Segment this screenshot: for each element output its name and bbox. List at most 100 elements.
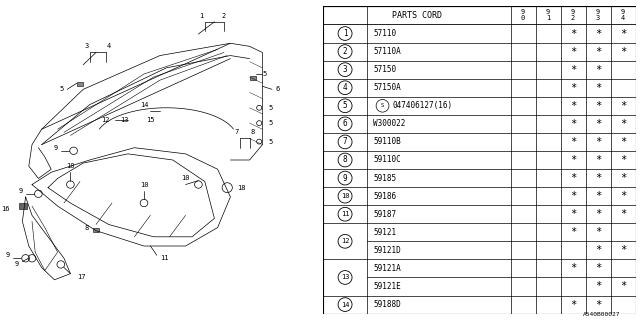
- Text: 5: 5: [269, 120, 273, 126]
- Text: 59121E: 59121E: [373, 282, 401, 291]
- Bar: [77, 82, 83, 86]
- Text: *: *: [595, 282, 601, 292]
- Text: *: *: [595, 47, 601, 57]
- Text: 5: 5: [262, 71, 267, 77]
- Text: *: *: [570, 119, 576, 129]
- Text: 7: 7: [343, 137, 348, 147]
- Bar: [19, 203, 27, 209]
- Text: *: *: [595, 173, 601, 183]
- Text: 13: 13: [120, 117, 129, 123]
- Text: *: *: [620, 28, 626, 38]
- Text: 4: 4: [343, 83, 348, 92]
- Text: *: *: [570, 28, 576, 38]
- Text: 4: 4: [107, 43, 111, 49]
- Text: 9
1: 9 1: [546, 9, 550, 21]
- Text: *: *: [595, 300, 601, 309]
- Text: W300022: W300022: [373, 119, 406, 128]
- Text: 2: 2: [222, 12, 226, 19]
- Text: *: *: [570, 300, 576, 309]
- Bar: [93, 228, 99, 232]
- Text: 10: 10: [341, 193, 349, 199]
- Text: 1: 1: [343, 29, 348, 38]
- Text: *: *: [595, 155, 601, 165]
- Text: 8: 8: [343, 156, 348, 164]
- Text: 14: 14: [140, 102, 148, 108]
- Text: *: *: [595, 101, 601, 111]
- Text: 3: 3: [84, 43, 88, 49]
- Text: 16: 16: [1, 206, 10, 212]
- Text: *: *: [595, 65, 601, 75]
- Text: 1: 1: [200, 12, 204, 19]
- Text: *: *: [595, 137, 601, 147]
- Text: *: *: [620, 47, 626, 57]
- Text: 5: 5: [269, 105, 273, 111]
- Text: 9: 9: [15, 261, 19, 268]
- Text: *: *: [620, 155, 626, 165]
- Text: *: *: [570, 83, 576, 93]
- Text: *: *: [620, 245, 626, 255]
- Text: *: *: [620, 282, 626, 292]
- Text: 8: 8: [84, 225, 88, 231]
- Text: *: *: [570, 155, 576, 165]
- Text: *: *: [570, 47, 576, 57]
- Text: 9: 9: [343, 173, 348, 183]
- Text: *: *: [595, 83, 601, 93]
- Text: *: *: [570, 137, 576, 147]
- Text: *: *: [595, 263, 601, 273]
- Text: 5: 5: [60, 86, 64, 92]
- Text: 9
2: 9 2: [571, 9, 575, 21]
- Bar: [250, 76, 256, 80]
- Text: 57110A: 57110A: [373, 47, 401, 56]
- Text: *: *: [595, 28, 601, 38]
- Text: 17: 17: [77, 274, 85, 280]
- Text: 3: 3: [343, 65, 348, 74]
- Text: *: *: [570, 65, 576, 75]
- Text: *: *: [620, 191, 626, 201]
- Text: 59121A: 59121A: [373, 264, 401, 273]
- Text: 18: 18: [237, 185, 245, 191]
- Text: 9
4: 9 4: [621, 9, 625, 21]
- Text: 8: 8: [251, 129, 255, 135]
- Text: 15: 15: [146, 117, 155, 123]
- Text: 59110B: 59110B: [373, 137, 401, 147]
- Text: 9: 9: [18, 188, 22, 194]
- Text: 5: 5: [269, 139, 273, 145]
- Text: 59121D: 59121D: [373, 246, 401, 255]
- Text: 59110C: 59110C: [373, 156, 401, 164]
- Text: *: *: [570, 191, 576, 201]
- Text: 13: 13: [341, 275, 349, 280]
- Text: *: *: [570, 209, 576, 219]
- Text: *: *: [620, 137, 626, 147]
- Text: 10: 10: [66, 163, 75, 169]
- Text: *: *: [620, 119, 626, 129]
- Text: 14: 14: [341, 301, 349, 308]
- Text: 9: 9: [53, 145, 58, 151]
- Text: 11: 11: [341, 211, 349, 217]
- Text: 12: 12: [101, 117, 110, 123]
- Text: 2: 2: [343, 47, 348, 56]
- Text: 9
0: 9 0: [521, 9, 525, 21]
- Text: *: *: [595, 227, 601, 237]
- Text: 59121: 59121: [373, 228, 396, 237]
- Text: 12: 12: [341, 238, 349, 244]
- Text: 11: 11: [160, 255, 168, 261]
- Text: *: *: [620, 209, 626, 219]
- Text: *: *: [570, 263, 576, 273]
- Text: *: *: [595, 209, 601, 219]
- Text: S: S: [381, 103, 384, 108]
- Text: 7: 7: [235, 129, 239, 135]
- Text: 59186: 59186: [373, 192, 396, 201]
- Text: 6: 6: [275, 86, 280, 92]
- Text: 047406127(16): 047406127(16): [392, 101, 452, 110]
- Text: 5: 5: [343, 101, 348, 110]
- Text: *: *: [570, 173, 576, 183]
- Text: *: *: [595, 245, 601, 255]
- Text: 59187: 59187: [373, 210, 396, 219]
- Text: 57110: 57110: [373, 29, 396, 38]
- Text: *: *: [620, 101, 626, 111]
- Text: 9: 9: [5, 252, 10, 258]
- Text: *: *: [595, 119, 601, 129]
- Text: *: *: [620, 173, 626, 183]
- Text: 57150A: 57150A: [373, 83, 401, 92]
- Text: PARTS CORD: PARTS CORD: [392, 11, 442, 20]
